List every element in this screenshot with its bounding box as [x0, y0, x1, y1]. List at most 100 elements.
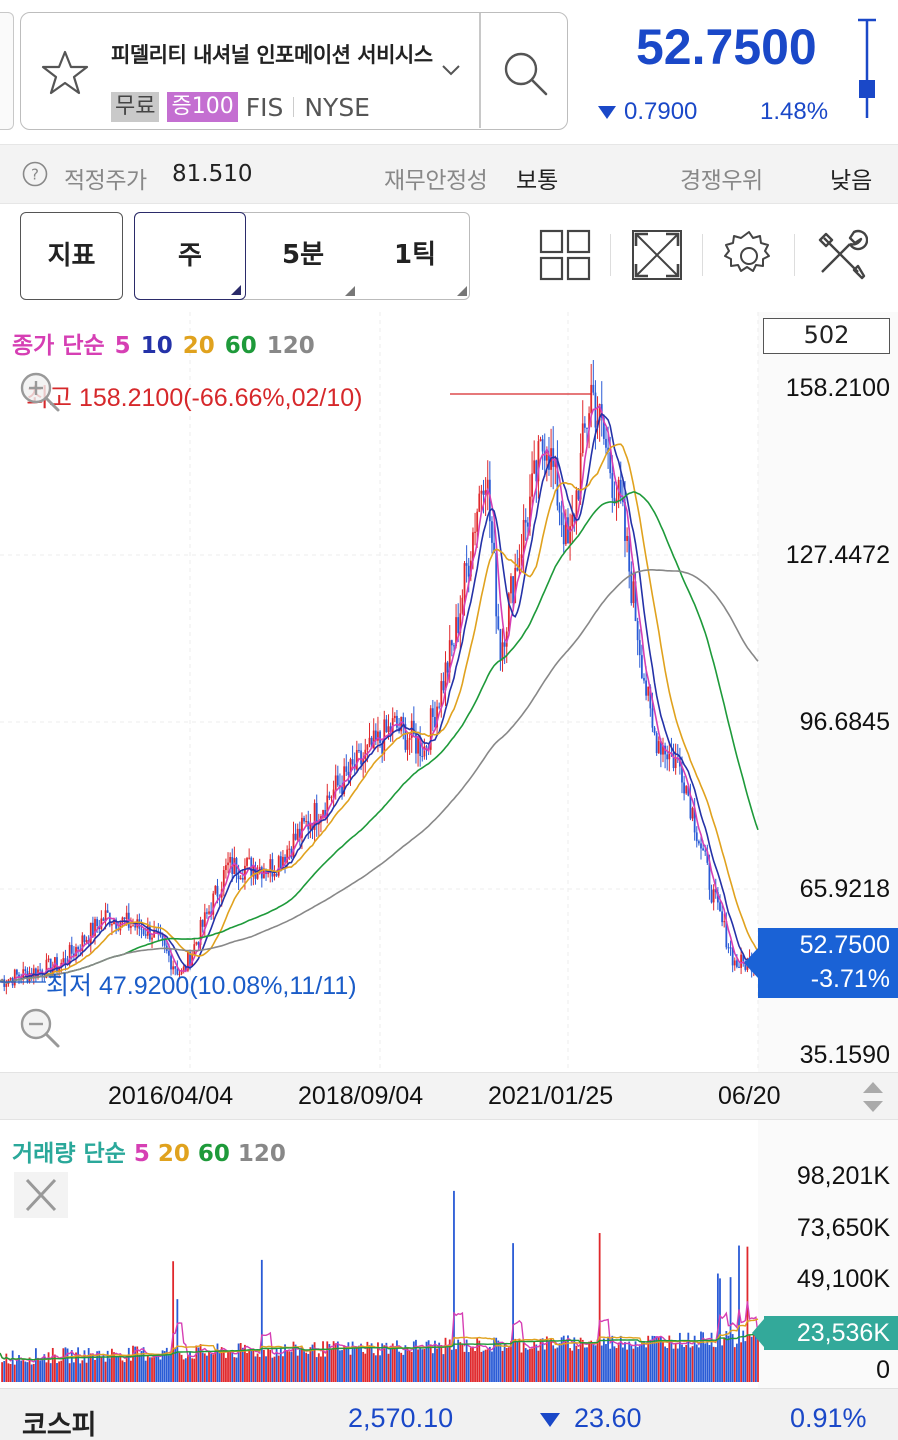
- down-triangle-icon: [540, 1412, 560, 1427]
- candle-body: [453, 645, 455, 647]
- candle-body: [58, 966, 61, 972]
- volume-bar: [222, 1349, 225, 1382]
- index-ticker-bar[interactable]: 코스피 2,570.10 23.60 0.91%: [0, 1388, 898, 1440]
- chevron-down-icon[interactable]: [441, 63, 461, 77]
- candle-body: [368, 737, 371, 745]
- stock-selector[interactable]: 피델리티 내셔널 인포메이션 서비시스 무료 증100 FIS NYSE: [20, 12, 568, 130]
- zoom-out-icon[interactable]: [14, 1002, 68, 1056]
- volume-bar: [651, 1335, 654, 1382]
- volume-bar: [594, 1345, 597, 1382]
- candle-body: [355, 750, 358, 770]
- volume-bar: [108, 1358, 111, 1382]
- layout-grid-icon[interactable]: [538, 228, 592, 282]
- candle-body: [269, 859, 272, 873]
- search-icon[interactable]: [499, 47, 551, 99]
- volume-bar: [412, 1341, 415, 1382]
- zoom-in-icon[interactable]: [14, 366, 68, 420]
- candle-body: [638, 640, 641, 656]
- candle-body: [385, 719, 388, 733]
- resize-arrows-icon[interactable]: [860, 1079, 886, 1115]
- volume-bar: [398, 1351, 400, 1382]
- volume-bar: [284, 1344, 286, 1382]
- candle-body: [83, 935, 86, 943]
- volume-bar: [714, 1347, 717, 1382]
- candle-body: [691, 808, 694, 819]
- volume-bar: [163, 1351, 166, 1382]
- prev-stock-tab[interactable]: [0, 12, 14, 130]
- candle-body: [246, 858, 248, 866]
- candle-body: [586, 427, 588, 429]
- candle-body: [301, 817, 303, 838]
- help-icon[interactable]: ?: [22, 161, 48, 187]
- volume-bar: [632, 1348, 635, 1382]
- candle-body: [571, 514, 574, 527]
- tools-icon[interactable]: [814, 228, 868, 282]
- volume-bar: [134, 1346, 137, 1382]
- volume-bar: [478, 1340, 481, 1382]
- indicator-button[interactable]: 지표: [20, 212, 123, 300]
- y-tick: 35.1590: [799, 1041, 890, 1069]
- volume-bar: [482, 1350, 485, 1382]
- candle-body: [70, 944, 73, 954]
- period-5min-button[interactable]: 5분: [247, 212, 359, 300]
- candle-body: [657, 741, 660, 754]
- period-1tick-button[interactable]: 1틱: [359, 212, 471, 300]
- ma-legend[interactable]: 종가 단순 5 10 20 60 120: [12, 326, 317, 360]
- candle-body: [539, 439, 542, 442]
- volume-chart[interactable]: 거래량 단순 5 20 60 120 98,201K 73,650K 49,10…: [0, 1120, 898, 1388]
- candle-body: [5, 983, 8, 987]
- volume-bar: [733, 1347, 736, 1382]
- candle-body: [634, 581, 637, 621]
- candle-body: [562, 525, 565, 545]
- candle-body: [558, 505, 561, 513]
- chart-toolbar: 지표 주 5분 1틱: [0, 204, 898, 312]
- candle-body: [564, 517, 567, 545]
- price-chart[interactable]: 종가 단순 5 10 20 60 120 502 158.2100 127.44…: [0, 312, 898, 1078]
- ma10-label: 10: [140, 333, 173, 359]
- candle-body: [723, 921, 726, 923]
- candle-body: [406, 739, 409, 750]
- candle-body: [239, 877, 242, 880]
- volume-bar: [265, 1356, 267, 1382]
- volume-bar: [296, 1355, 299, 1382]
- volume-bar: [543, 1349, 546, 1382]
- period-weekly-button[interactable]: 주: [134, 212, 246, 300]
- candle-body: [360, 750, 362, 765]
- candle-body: [305, 821, 308, 823]
- volume-bar: [415, 1339, 417, 1382]
- free-badge: 무료: [111, 92, 160, 122]
- volume-bar: [581, 1339, 584, 1382]
- expand-icon[interactable]: [630, 228, 684, 282]
- current-price: 52.7500: [636, 19, 817, 75]
- x-axis[interactable]: 2016/04/04 2018/09/04 2021/01/25 06/20: [0, 1072, 898, 1120]
- volume-bar: [731, 1334, 734, 1382]
- volume-bar: [307, 1353, 310, 1382]
- candle-count-box[interactable]: 502: [763, 318, 890, 354]
- candle-body: [520, 554, 523, 559]
- volume-bar: [62, 1348, 65, 1382]
- candle-body: [366, 744, 369, 750]
- volume-bar: [645, 1347, 647, 1382]
- current-volume-tag: 23,536K: [752, 1316, 898, 1350]
- volume-bar: [83, 1350, 86, 1382]
- volume-bar: [657, 1337, 660, 1382]
- candle-body: [476, 511, 479, 532]
- ma60-line: [0, 491, 759, 984]
- volume-bar: [672, 1348, 675, 1382]
- volume-legend[interactable]: 거래량 단순 5 20 60 120: [12, 1134, 286, 1168]
- volume-bar: [748, 1334, 751, 1382]
- volume-bar: [674, 1343, 677, 1382]
- volume-bar: [351, 1341, 354, 1382]
- candle-body: [621, 497, 624, 502]
- volume-bar: [20, 1360, 23, 1382]
- favorite-star-icon[interactable]: [39, 47, 91, 99]
- volume-bar: [339, 1350, 341, 1382]
- close-icon[interactable]: [14, 1172, 68, 1218]
- volume-bar: [653, 1336, 656, 1382]
- candle-body: [115, 919, 118, 929]
- stock-name[interactable]: 피델리티 내셔널 인포메이션 서비시스: [111, 43, 433, 67]
- volume-bar: [406, 1347, 409, 1382]
- volume-bar: [518, 1338, 521, 1382]
- gear-icon[interactable]: [722, 228, 776, 282]
- candle-body: [419, 736, 422, 757]
